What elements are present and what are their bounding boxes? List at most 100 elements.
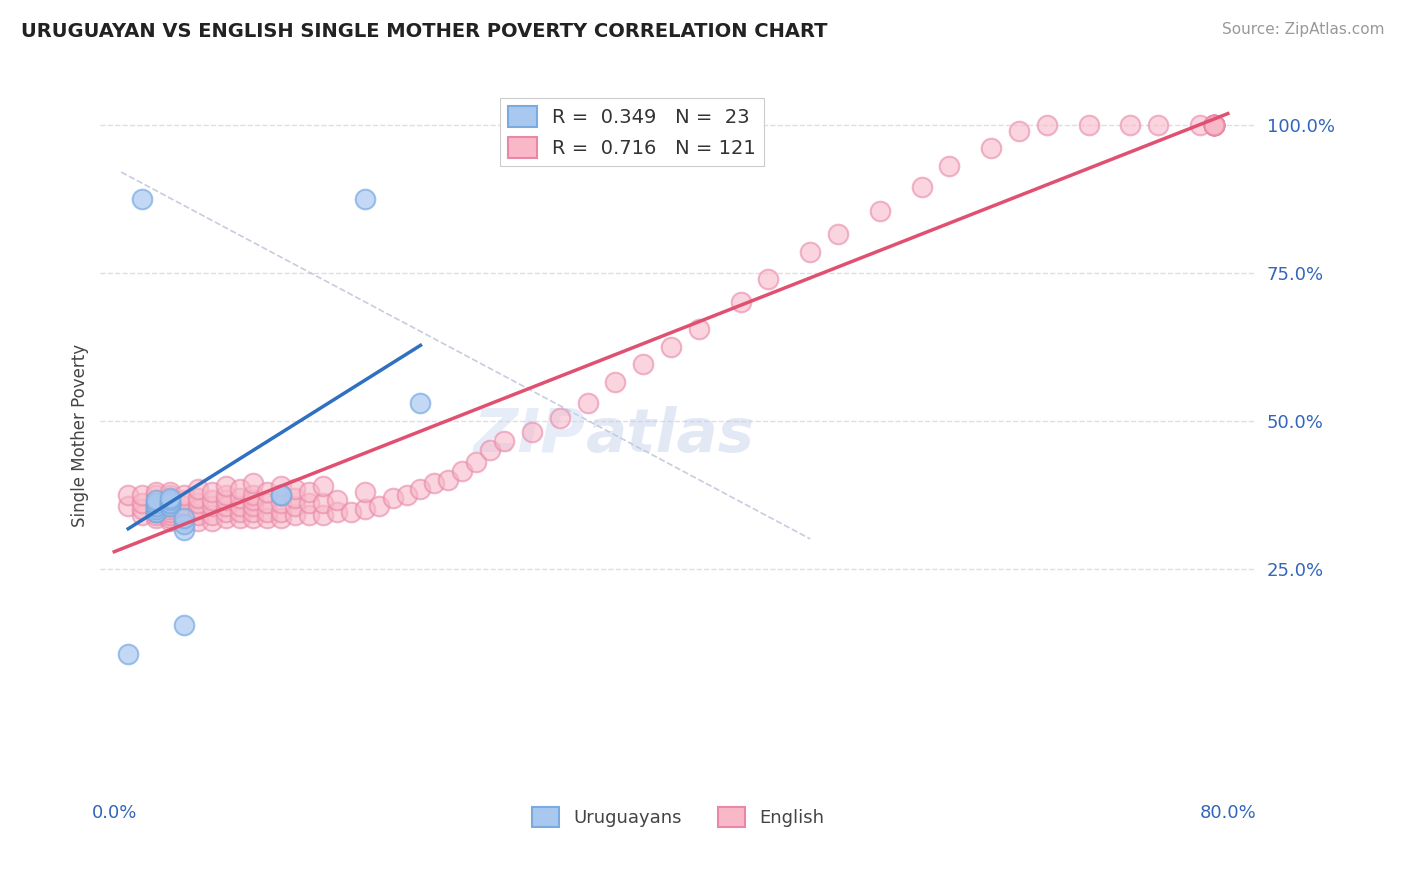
Point bbox=[145, 500, 167, 514]
Point bbox=[173, 514, 195, 528]
Point bbox=[1119, 118, 1142, 132]
Point bbox=[1202, 118, 1225, 132]
Point bbox=[1188, 118, 1211, 132]
Point bbox=[353, 502, 375, 516]
Point bbox=[1202, 118, 1225, 132]
Point bbox=[869, 203, 891, 218]
Point bbox=[1147, 118, 1170, 132]
Point bbox=[159, 500, 181, 514]
Point bbox=[242, 511, 264, 525]
Point bbox=[187, 502, 209, 516]
Point bbox=[1202, 118, 1225, 132]
Legend: Uruguayans, English: Uruguayans, English bbox=[524, 800, 831, 834]
Point bbox=[256, 505, 278, 519]
Point bbox=[173, 517, 195, 532]
Point bbox=[1202, 118, 1225, 132]
Point bbox=[145, 487, 167, 501]
Point bbox=[409, 482, 432, 496]
Point bbox=[173, 500, 195, 514]
Point bbox=[1036, 118, 1059, 132]
Point bbox=[187, 508, 209, 523]
Point bbox=[145, 508, 167, 523]
Point bbox=[465, 455, 488, 469]
Point bbox=[214, 493, 236, 508]
Point bbox=[173, 505, 195, 519]
Point bbox=[159, 511, 181, 525]
Point bbox=[1202, 118, 1225, 132]
Point bbox=[145, 493, 167, 508]
Point bbox=[1202, 118, 1225, 132]
Point bbox=[228, 511, 250, 525]
Point bbox=[145, 484, 167, 499]
Point bbox=[145, 505, 167, 519]
Point bbox=[270, 505, 292, 519]
Point bbox=[340, 505, 363, 519]
Point bbox=[548, 410, 571, 425]
Point bbox=[159, 496, 181, 510]
Y-axis label: Single Mother Poverty: Single Mother Poverty bbox=[72, 343, 89, 527]
Point bbox=[214, 511, 236, 525]
Point bbox=[201, 484, 224, 499]
Point bbox=[938, 159, 960, 173]
Point bbox=[159, 487, 181, 501]
Point bbox=[353, 192, 375, 206]
Point bbox=[242, 500, 264, 514]
Point bbox=[827, 227, 849, 242]
Point bbox=[270, 478, 292, 492]
Point bbox=[409, 396, 432, 410]
Point bbox=[145, 500, 167, 514]
Point bbox=[173, 511, 195, 525]
Point bbox=[256, 484, 278, 499]
Point bbox=[910, 180, 932, 194]
Point bbox=[145, 496, 167, 510]
Point bbox=[423, 475, 446, 490]
Point bbox=[605, 375, 627, 389]
Point bbox=[159, 500, 181, 514]
Point bbox=[659, 340, 682, 354]
Point bbox=[312, 496, 335, 510]
Point bbox=[479, 443, 502, 458]
Point bbox=[270, 487, 292, 501]
Point bbox=[159, 502, 181, 516]
Point bbox=[270, 511, 292, 525]
Point bbox=[187, 496, 209, 510]
Point bbox=[730, 295, 752, 310]
Point bbox=[117, 500, 139, 514]
Point bbox=[228, 500, 250, 514]
Point bbox=[326, 505, 349, 519]
Point bbox=[270, 496, 292, 510]
Text: URUGUAYAN VS ENGLISH SINGLE MOTHER POVERTY CORRELATION CHART: URUGUAYAN VS ENGLISH SINGLE MOTHER POVER… bbox=[21, 22, 828, 41]
Point bbox=[131, 487, 153, 501]
Point bbox=[576, 396, 599, 410]
Point bbox=[173, 511, 195, 525]
Point bbox=[145, 505, 167, 519]
Point bbox=[312, 478, 335, 492]
Point bbox=[631, 358, 654, 372]
Point bbox=[159, 496, 181, 510]
Point bbox=[117, 648, 139, 662]
Point bbox=[284, 491, 307, 505]
Point bbox=[159, 484, 181, 499]
Point bbox=[214, 478, 236, 492]
Point bbox=[326, 493, 349, 508]
Point bbox=[145, 493, 167, 508]
Point bbox=[242, 475, 264, 490]
Point bbox=[353, 484, 375, 499]
Point bbox=[256, 511, 278, 525]
Point bbox=[228, 491, 250, 505]
Point bbox=[159, 505, 181, 519]
Point bbox=[228, 505, 250, 519]
Point bbox=[270, 487, 292, 501]
Point bbox=[159, 491, 181, 505]
Point bbox=[187, 514, 209, 528]
Point bbox=[214, 487, 236, 501]
Point bbox=[201, 508, 224, 523]
Point bbox=[256, 496, 278, 510]
Point bbox=[131, 502, 153, 516]
Point bbox=[688, 322, 710, 336]
Point bbox=[145, 502, 167, 516]
Point bbox=[242, 505, 264, 519]
Point bbox=[173, 523, 195, 537]
Point bbox=[159, 508, 181, 523]
Point bbox=[1077, 118, 1099, 132]
